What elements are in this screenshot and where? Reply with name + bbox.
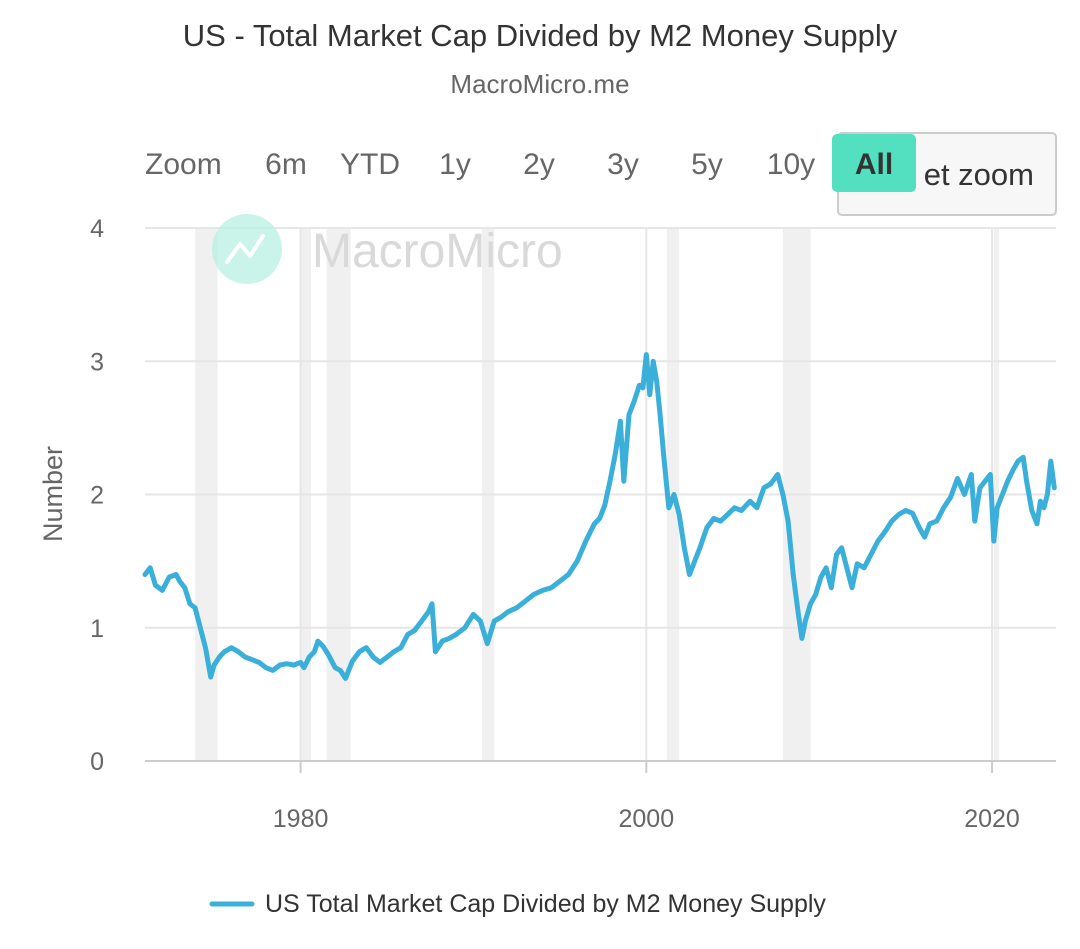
x-tick-label-1980: 1980: [273, 805, 329, 833]
zoom-button-2y-label: 2y: [523, 148, 555, 181]
zoom-button-1y-label: 1y: [439, 148, 471, 181]
series-line-0[interactable]: [142, 352, 1057, 681]
zoom-button-5y-label: 5y: [691, 148, 723, 181]
zoom-button-10y-label: 10y: [767, 148, 815, 181]
gridlines: [145, 227, 1056, 761]
y-axis-ticks: 0 1 2 3 4: [90, 215, 104, 776]
watermark-logo-line: [225, 234, 265, 264]
zoom-button-10y[interactable]: 10y: [755, 134, 827, 190]
legend-series-label: US Total Market Cap Divided by M2 Money …: [265, 890, 826, 918]
zoom-button-all[interactable]: All: [832, 134, 916, 192]
zoom-button-2y[interactable]: 2y: [508, 134, 570, 190]
zoom-button-1y[interactable]: 1y: [424, 134, 486, 190]
y-tick-label-1: 1: [90, 615, 104, 643]
reset-zoom-label: et zoom: [924, 157, 1034, 192]
zoom-label: Zoom: [145, 148, 222, 181]
y-axis-title: Number: [38, 446, 68, 542]
x-axis-ticks: 1980 2000 2020: [273, 761, 1020, 833]
chart-title: US - Total Market Cap Divided by M2 Mone…: [183, 18, 898, 53]
x-tick-label-2020: 2020: [964, 805, 1020, 833]
watermark-text: MacroMicro: [312, 225, 563, 278]
zoom-button-ytd-label: YTD: [340, 148, 400, 181]
y-tick-label-3: 3: [90, 348, 104, 376]
x-tick-label-2000: 2000: [618, 805, 674, 833]
y-tick-label-4: 4: [90, 215, 104, 243]
chart-subtitle: MacroMicro.me: [450, 69, 629, 99]
watermark: MacroMicro: [212, 214, 563, 284]
series-group: [142, 352, 1057, 681]
zoom-button-6m-label: 6m: [265, 148, 307, 181]
y-tick-label-0: 0: [90, 748, 104, 776]
watermark-logo-icon: [212, 214, 282, 284]
range-selector: Zoom 6m YTD 1y 2y 3y 5y 10y: [145, 132, 1057, 216]
zoom-button-all-label: All: [855, 148, 893, 181]
zoom-button-3y[interactable]: 3y: [592, 134, 654, 190]
zoom-button-ytd[interactable]: YTD: [334, 134, 408, 190]
legend[interactable]: US Total Market Cap Divided by M2 Money …: [209, 890, 826, 918]
y-tick-label-2: 2: [90, 482, 104, 510]
zoom-button-5y[interactable]: 5y: [676, 134, 738, 190]
zoom-button-3y-label: 3y: [607, 148, 639, 181]
zoom-button-6m[interactable]: 6m: [252, 134, 320, 190]
